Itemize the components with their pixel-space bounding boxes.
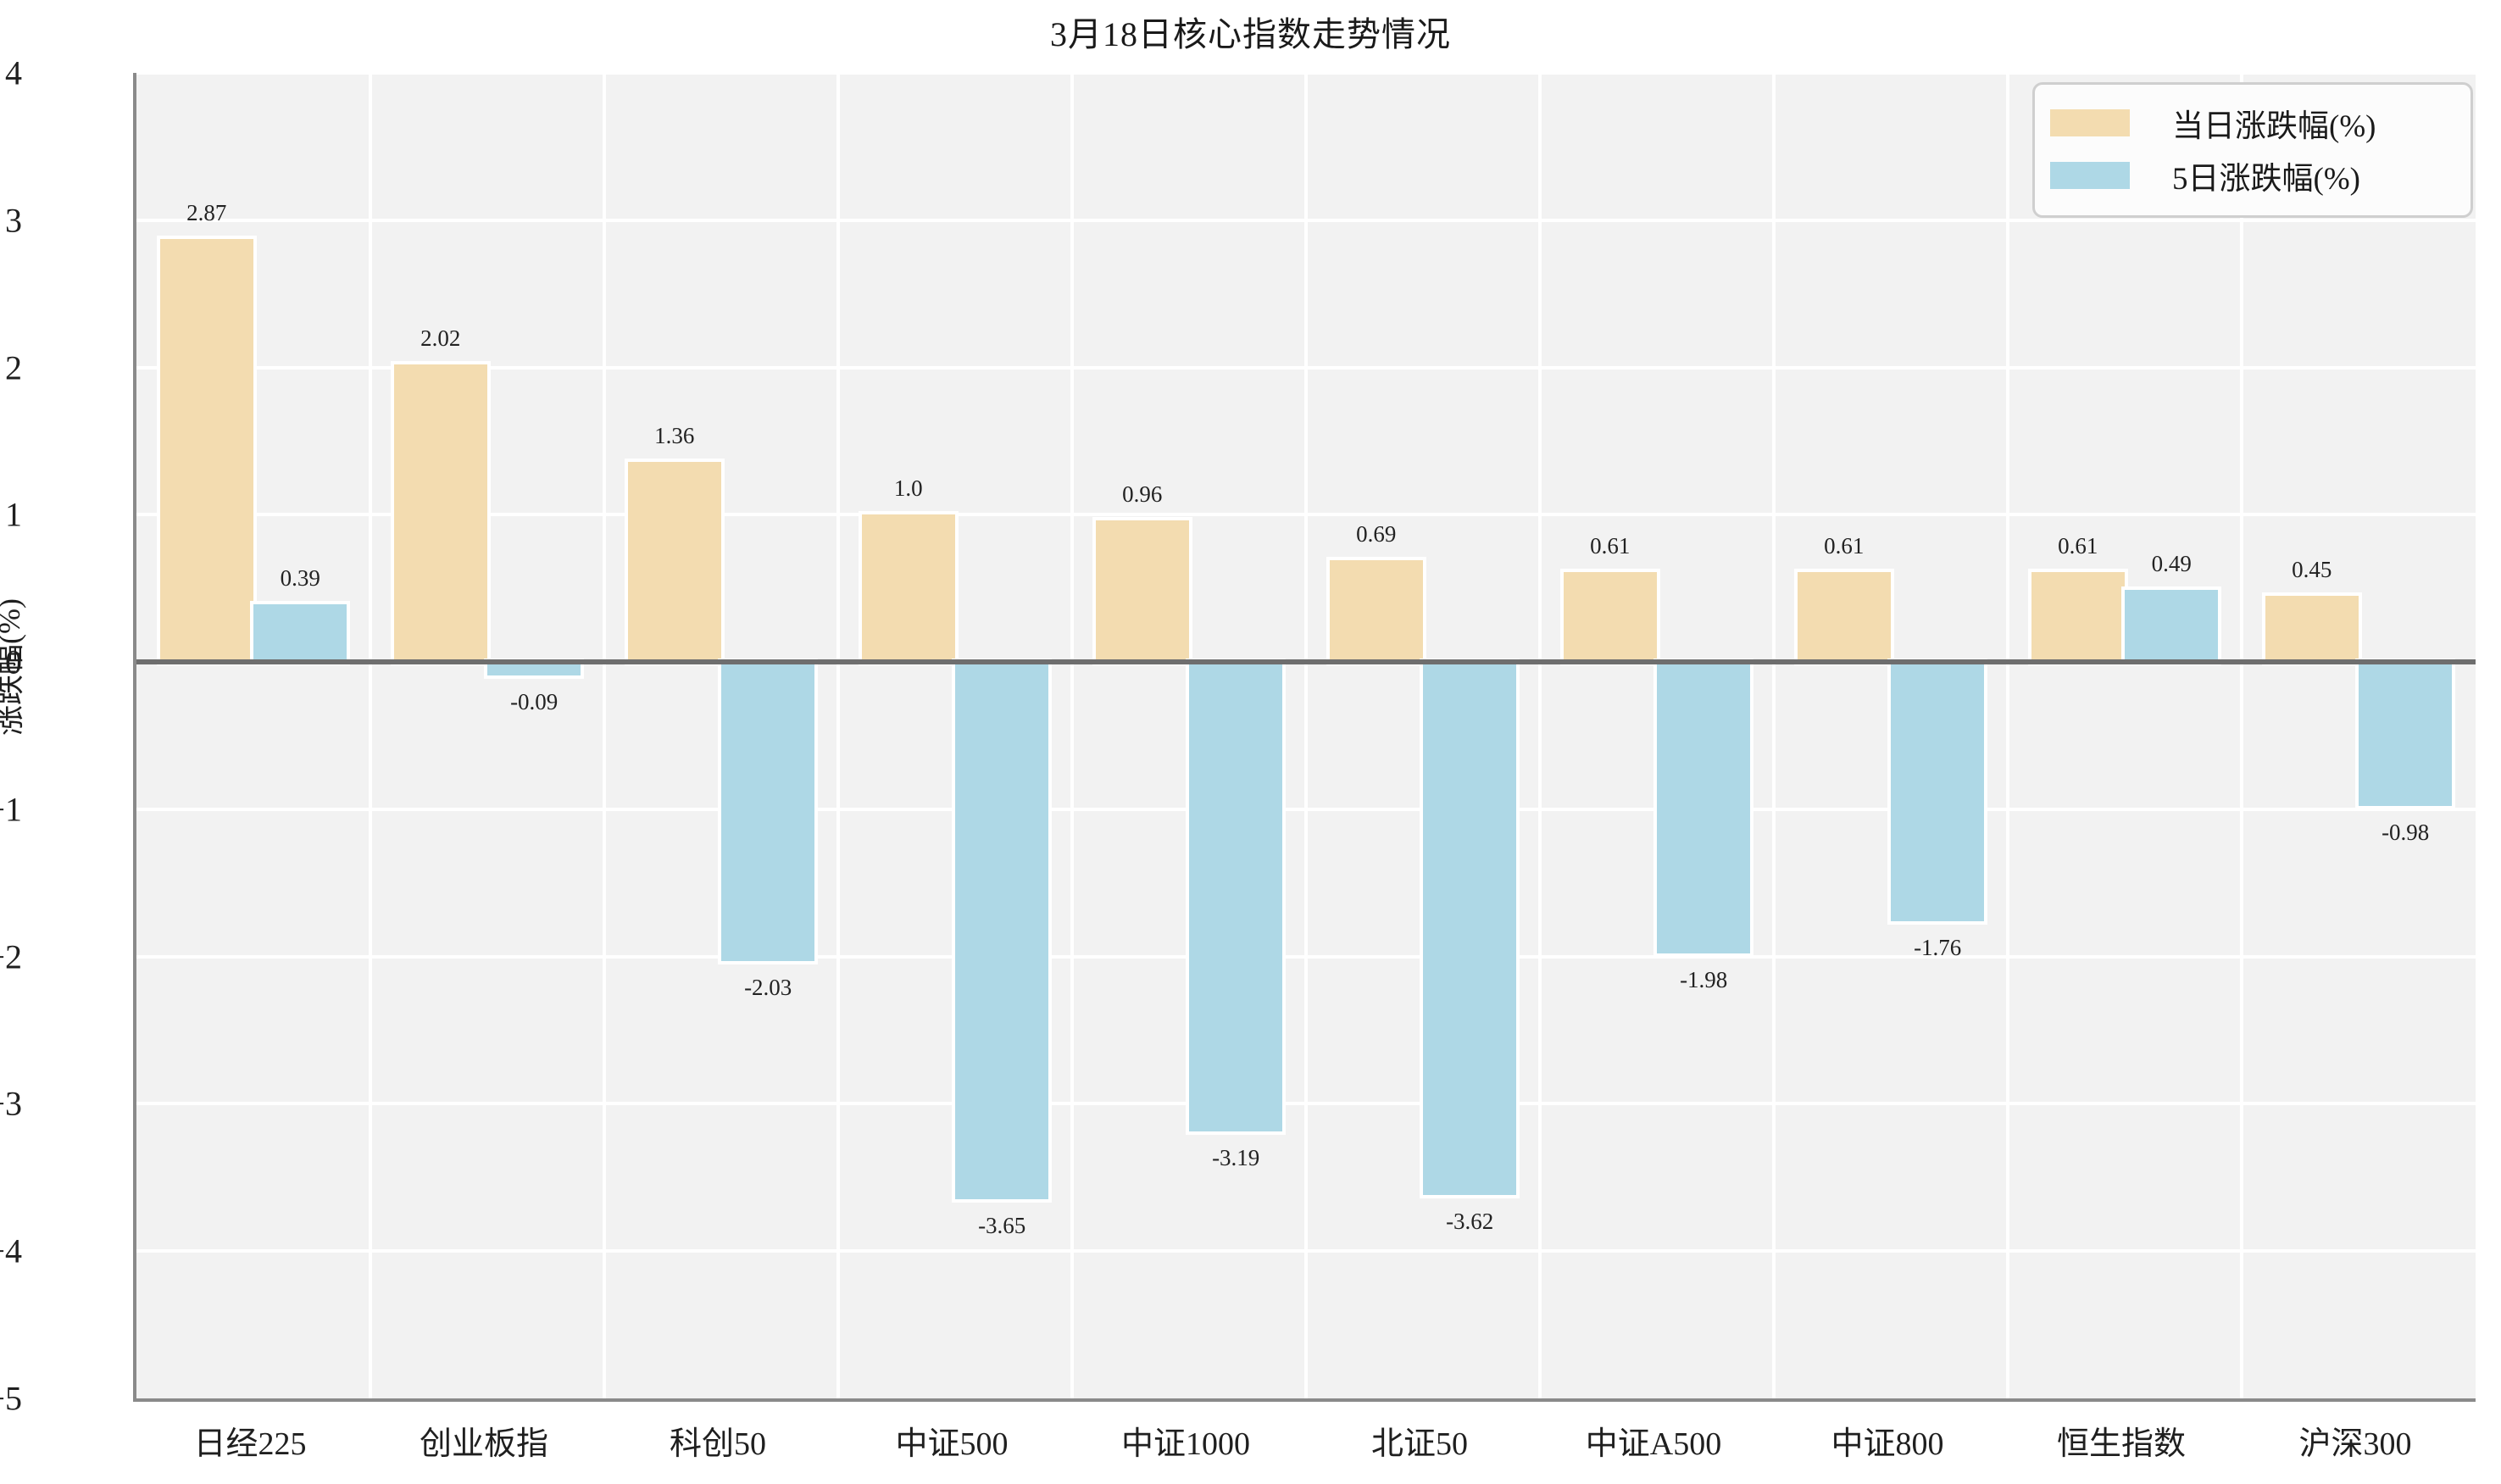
y-tick-label: −5 bbox=[0, 1379, 22, 1418]
x-gridline bbox=[1772, 73, 1776, 1398]
bar[interactable] bbox=[952, 659, 1053, 1203]
bar[interactable] bbox=[250, 601, 351, 666]
bar-value-label: -3.62 bbox=[1446, 1209, 1494, 1235]
bar-value-label: -3.19 bbox=[1212, 1145, 1260, 1171]
bar[interactable] bbox=[1653, 659, 1754, 958]
zero-line bbox=[136, 659, 2476, 665]
y-tick-label: 2 bbox=[5, 348, 22, 387]
bar-value-label: 0.61 bbox=[1590, 533, 1631, 559]
x-gridline bbox=[1070, 73, 1074, 1398]
legend-item-today[interactable]: 当日涨跌幅(%) bbox=[2050, 97, 2455, 149]
x-tick-label: 创业板指 bbox=[419, 1426, 549, 1462]
bar[interactable] bbox=[1559, 569, 1660, 666]
y-tick-label: −1 bbox=[0, 790, 22, 829]
x-gridline bbox=[1538, 73, 1542, 1398]
x-tick-label: 沪深300 bbox=[2298, 1426, 2412, 1462]
x-tick-label: 中证800 bbox=[1831, 1426, 1944, 1462]
chart-title: 3月18日核心指数走势情况 bbox=[1050, 15, 1451, 53]
legend-item-fiveday[interactable]: 5日涨跌幅(%) bbox=[2050, 149, 2455, 202]
bar-value-label: -2.03 bbox=[744, 974, 792, 1000]
bar-value-label: 1.36 bbox=[654, 422, 695, 448]
bar[interactable] bbox=[1420, 659, 1520, 1199]
y-tick-label: −4 bbox=[0, 1231, 22, 1270]
plot-area: 2.87 2.02 1.36 1.0 0.96 0.69 0.61 0.61 0.61 0.45 0… bbox=[133, 73, 2476, 1402]
bar[interactable] bbox=[2027, 569, 2128, 666]
plot-inner: 2.87 2.02 1.36 1.0 0.96 0.69 0.61 0.61 0.61 0.45 0… bbox=[136, 73, 2476, 1398]
bar-value-label: 0.96 bbox=[1122, 481, 1163, 508]
bar-value-label: -1.98 bbox=[1680, 967, 1728, 993]
bar[interactable] bbox=[1186, 659, 1287, 1136]
y-tick-label: 1 bbox=[5, 495, 22, 534]
legend-label-fiveday: 5日涨跌幅(%) bbox=[2172, 162, 2360, 197]
x-tick-label: 恒生指数 bbox=[2056, 1426, 2187, 1462]
x-tick-label: 北证50 bbox=[1370, 1426, 1469, 1462]
chart-legend: 当日涨跌幅(%) 5日涨跌幅(%) bbox=[2032, 82, 2473, 218]
bar-value-label: 0.61 bbox=[2058, 533, 2098, 559]
bar[interactable] bbox=[1326, 557, 1426, 666]
x-gridline bbox=[603, 73, 606, 1398]
x-gridline bbox=[2006, 73, 2009, 1398]
bar[interactable] bbox=[1793, 569, 1894, 666]
bar[interactable] bbox=[390, 361, 491, 666]
bar[interactable] bbox=[624, 458, 725, 666]
bar-value-label: 0.39 bbox=[280, 565, 320, 592]
x-tick-label: 日经225 bbox=[193, 1426, 307, 1462]
x-tick-label: 中证1000 bbox=[1120, 1426, 1251, 1462]
bar-value-label: -0.09 bbox=[510, 688, 559, 714]
bar-value-label: -1.76 bbox=[1914, 934, 1962, 960]
bar-value-label: 2.87 bbox=[186, 200, 227, 226]
bar[interactable] bbox=[156, 236, 257, 666]
x-gridline bbox=[369, 73, 372, 1398]
x-gridline bbox=[836, 73, 840, 1398]
x-tick-label: 中证A500 bbox=[1585, 1426, 1722, 1462]
bar-value-label: 2.02 bbox=[420, 325, 461, 352]
bar[interactable] bbox=[2261, 592, 2362, 666]
bar-value-label: 0.61 bbox=[1824, 533, 1865, 559]
x-gridline bbox=[2240, 73, 2243, 1398]
y-tick-label: 0 bbox=[5, 642, 22, 681]
x-tick-label: 科创50 bbox=[669, 1426, 767, 1462]
bar-value-label: -3.65 bbox=[978, 1213, 1026, 1239]
x-tick-label: 中证500 bbox=[895, 1426, 1009, 1462]
bar-value-label: 1.0 bbox=[893, 475, 923, 502]
legend-swatch-fiveday bbox=[2050, 162, 2130, 189]
x-gridline bbox=[1304, 73, 1308, 1398]
bar-value-label: 0.49 bbox=[2151, 550, 2192, 576]
bar[interactable] bbox=[1092, 517, 1192, 666]
legend-swatch-today bbox=[2050, 109, 2130, 136]
bar-value-label: 0.69 bbox=[1356, 521, 1397, 547]
y-tick-label: −2 bbox=[0, 937, 22, 976]
bar[interactable] bbox=[2121, 586, 2222, 666]
y-tick-label: −3 bbox=[0, 1084, 22, 1123]
bar[interactable] bbox=[1887, 659, 1988, 925]
bar[interactable] bbox=[2355, 659, 2456, 810]
bar[interactable] bbox=[718, 659, 819, 964]
y-tick-label: 3 bbox=[5, 201, 22, 240]
bar-value-label: 0.45 bbox=[2292, 556, 2332, 582]
y-tick-label: 4 bbox=[5, 53, 22, 92]
legend-label-today: 当日涨跌幅(%) bbox=[2172, 109, 2376, 144]
bar[interactable] bbox=[858, 511, 959, 666]
bar-value-label: -0.98 bbox=[2382, 820, 2430, 846]
